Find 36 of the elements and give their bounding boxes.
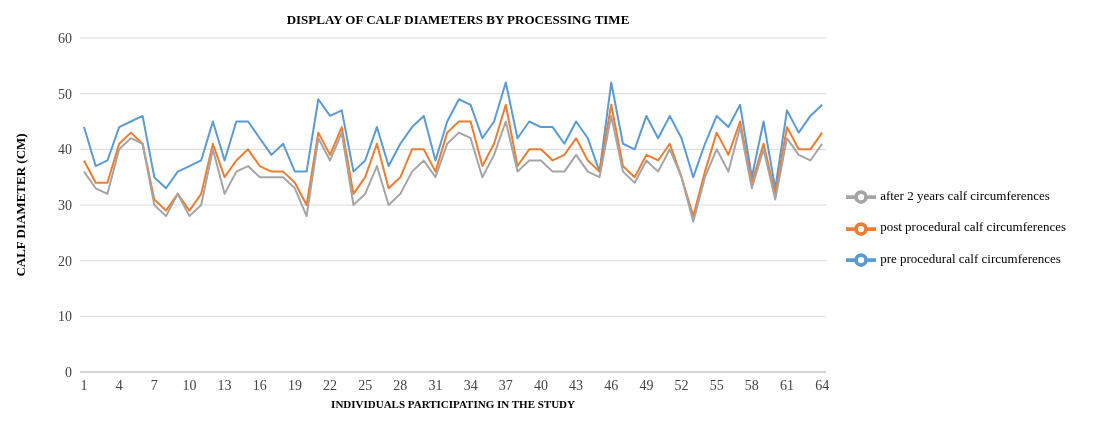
x-tick-label: 4	[115, 377, 123, 393]
x-tick-label: 16	[252, 377, 267, 393]
x-tick-label: 40	[533, 377, 548, 393]
y-tick-label: 10	[58, 309, 72, 325]
x-tick-label: 10	[182, 377, 197, 393]
legend-label: after 2 years calf circumferences	[880, 188, 1050, 204]
x-tick-label: 49	[639, 377, 654, 393]
x-tick-label: 58	[744, 377, 759, 393]
x-tick-label: 34	[463, 377, 478, 393]
x-tick-label: 37	[498, 377, 513, 393]
x-tick-label: 19	[287, 377, 302, 393]
legend-label: post procedural calf circumferences	[880, 219, 1066, 235]
y-tick-label: 0	[65, 364, 72, 380]
x-tick-label: 43	[569, 377, 584, 393]
x-axis-title: INDIVIDUALS PARTICIPATING IN THE STUDY	[331, 398, 576, 410]
y-tick-label: 20	[58, 253, 72, 269]
chart-title: DISPLAY OF CALF DIAMETERS BY PROCESSING TIME	[285, 12, 631, 28]
y-axis-title: CALF DIAMETER (CM)	[12, 133, 28, 277]
x-tick-label: 61	[779, 377, 794, 393]
legend-label: pre procedural calf circumferences	[880, 250, 1061, 266]
line-series	[83, 81, 824, 190]
y-tick-label: 60	[58, 30, 72, 46]
x-tick-label: 7	[150, 377, 158, 393]
x-tick-label: 31	[428, 377, 443, 393]
x-tick-label: 13	[217, 377, 232, 393]
x-tick-label: 28	[393, 377, 408, 393]
x-tick-label: 55	[709, 377, 724, 393]
y-tick-label: 40	[58, 142, 72, 158]
x-tick-label: 1	[80, 377, 88, 393]
x-tick-label: 46	[604, 377, 619, 393]
y-tick-label: 30	[58, 197, 72, 213]
x-tick-label: 22	[323, 377, 338, 393]
x-tick-label: 52	[674, 377, 689, 393]
y-tick-label: 50	[58, 86, 72, 102]
x-tick-label: 64	[815, 377, 830, 393]
x-tick-label: 25	[358, 377, 373, 393]
